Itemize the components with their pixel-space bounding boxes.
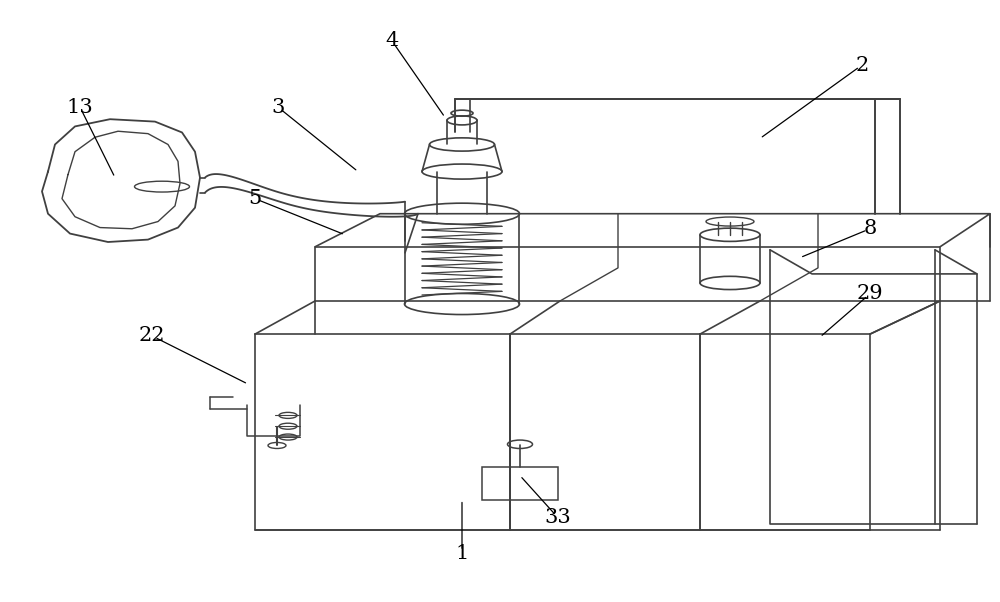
Text: 3: 3 [271, 98, 285, 117]
Text: 33: 33 [545, 508, 571, 527]
Text: 2: 2 [855, 55, 869, 75]
Text: 1: 1 [455, 544, 469, 563]
Text: 8: 8 [863, 219, 877, 238]
Text: 22: 22 [139, 326, 165, 346]
Text: 29: 29 [857, 284, 883, 303]
Text: 5: 5 [248, 189, 262, 208]
Text: 13: 13 [67, 98, 93, 117]
Text: 4: 4 [385, 31, 399, 51]
